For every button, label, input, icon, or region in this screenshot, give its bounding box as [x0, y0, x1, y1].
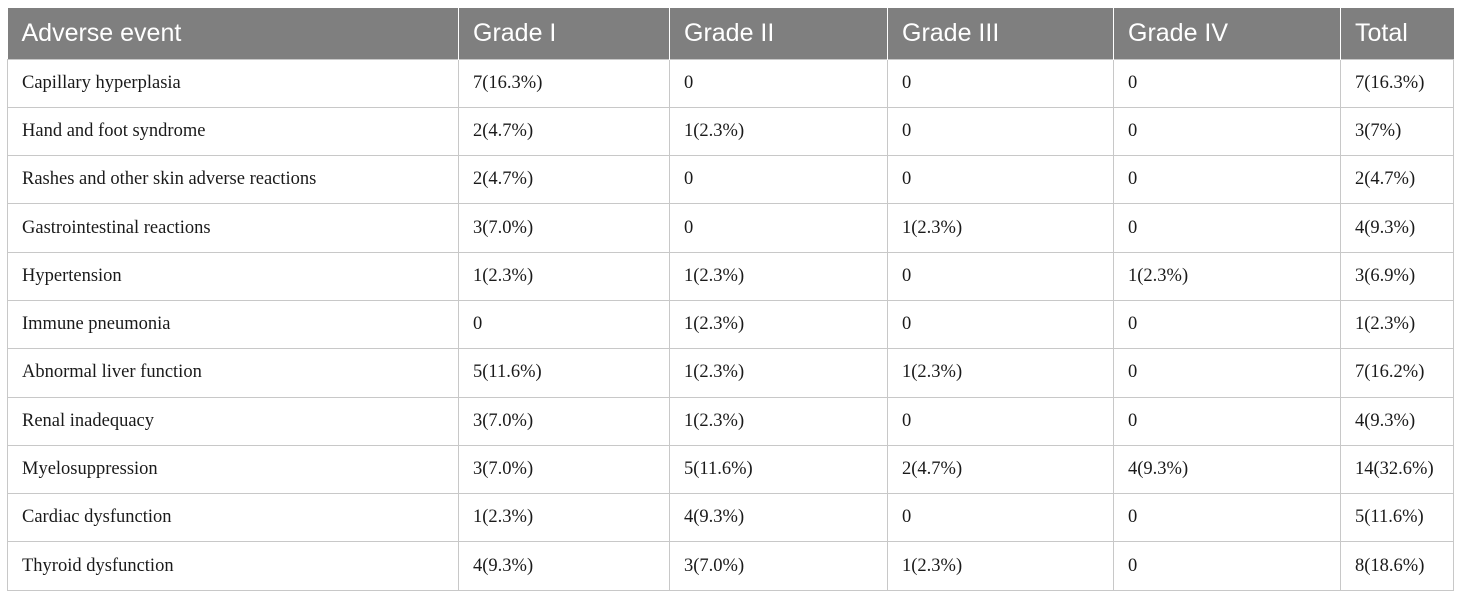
- header-adverse-event: Adverse event: [21, 18, 182, 47]
- cell-grade-4: 0: [1113, 58, 1341, 108]
- cell-total: 5(11.6%): [1340, 493, 1454, 543]
- cell-grade-1: 1(2.3%): [458, 251, 670, 301]
- cell-grade-3: 0: [887, 155, 1114, 205]
- cell-adverse-event: Capillary hyperplasia: [7, 58, 459, 108]
- cell-grade-4: 1(2.3%): [1113, 251, 1341, 301]
- cell-adverse-event: Renal inadequacy: [7, 396, 459, 446]
- table-row: Hand and foot syndrome 2(4.7%) 1(2.3%) 0…: [7, 106, 1454, 157]
- cell-total: 4(9.3%): [1340, 396, 1454, 446]
- cell-adverse-event: Cardiac dysfunction: [7, 493, 459, 543]
- header-total: Total: [1340, 8, 1454, 59]
- header-grade-1: Grade I: [458, 8, 670, 59]
- cell-grade-4: 0: [1113, 348, 1341, 398]
- adverse-events-table: Adverse event Grade I Grade II Grade III…: [7, 8, 1454, 591]
- cell-total: 1(2.3%): [1340, 299, 1454, 350]
- cell-grade-1: 3(7.0%): [458, 203, 670, 253]
- cell-grade-2: 5(11.6%): [669, 444, 888, 495]
- cell-grade-4: 0: [1113, 299, 1341, 350]
- cell-adverse-event: Gastrointestinal reactions: [7, 203, 459, 253]
- cell-adverse-event: Hand and foot syndrome: [7, 106, 459, 157]
- adverse-events-table-container: Adverse event Grade I Grade II Grade III…: [7, 8, 1454, 591]
- cell-grade-3: 0: [887, 251, 1114, 301]
- cell-grade-2: 0: [669, 58, 888, 108]
- header-grade-4: Grade IV: [1113, 8, 1341, 59]
- cell-total: 7(16.2%): [1340, 348, 1454, 398]
- cell-grade-3: 0: [887, 58, 1114, 108]
- cell-grade-3: 1(2.3%): [887, 203, 1114, 253]
- cell-grade-3: 0: [887, 396, 1114, 446]
- table-row: Immune pneumonia 0 1(2.3%) 0 0 1(2.3%): [7, 299, 1454, 350]
- cell-adverse-event: Abnormal liver function: [7, 348, 459, 398]
- cell-total: 14(32.6%): [1340, 444, 1454, 495]
- table-header-row: Adverse event Grade I Grade II Grade III…: [7, 8, 1454, 59]
- table-row: Myelosuppression 3(7.0%) 5(11.6%) 2(4.7%…: [7, 444, 1454, 495]
- cell-adverse-event: Immune pneumonia: [7, 299, 459, 350]
- cell-grade-4: 4(9.3%): [1113, 444, 1341, 495]
- cell-grade-1: 5(11.6%): [458, 348, 670, 398]
- cell-adverse-event: Myelosuppression: [7, 444, 459, 495]
- cell-grade-1: 0: [458, 299, 670, 350]
- cell-grade-2: 0: [669, 155, 888, 205]
- table-row: Hypertension 1(2.3%) 1(2.3%) 0 1(2.3%) 3…: [7, 251, 1454, 301]
- cell-grade-3: 1(2.3%): [887, 541, 1114, 591]
- cell-total: 3(7%): [1340, 106, 1454, 157]
- cell-total: 2(4.7%): [1340, 155, 1454, 205]
- cell-grade-4: 0: [1113, 155, 1341, 205]
- cell-grade-2: 3(7.0%): [669, 541, 888, 591]
- cell-grade-4: 0: [1113, 203, 1341, 253]
- cell-grade-1: 3(7.0%): [458, 396, 670, 446]
- cell-grade-1: 2(4.7%): [458, 106, 670, 157]
- cell-grade-4: 0: [1113, 493, 1341, 543]
- cell-grade-1: 7(16.3%): [458, 58, 670, 108]
- table-row: Rashes and other skin adverse reactions …: [7, 155, 1454, 205]
- cell-grade-1: 2(4.7%): [458, 155, 670, 205]
- table-row: Thyroid dysfunction 4(9.3%) 3(7.0%) 1(2.…: [7, 541, 1454, 591]
- cell-grade-2: 1(2.3%): [669, 106, 888, 157]
- cell-grade-3: 2(4.7%): [887, 444, 1114, 495]
- cell-adverse-event: Thyroid dysfunction: [7, 541, 459, 591]
- table-row: Renal inadequacy 3(7.0%) 1(2.3%) 0 0 4(9…: [7, 396, 1454, 446]
- cell-grade-2: 1(2.3%): [669, 348, 888, 398]
- cell-grade-1: 3(7.0%): [458, 444, 670, 495]
- cell-grade-2: 1(2.3%): [669, 299, 888, 350]
- table-row: Capillary hyperplasia 7(16.3%) 0 0 0 7(1…: [7, 58, 1454, 108]
- cell-adverse-event: Rashes and other skin adverse reactions: [7, 155, 459, 205]
- cell-grade-2: 1(2.3%): [669, 396, 888, 446]
- cell-grade-3: 0: [887, 106, 1114, 157]
- cell-grade-2: 0: [669, 203, 888, 253]
- cell-grade-1: 4(9.3%): [458, 541, 670, 591]
- table-row: Abnormal liver function 5(11.6%) 1(2.3%)…: [7, 348, 1454, 398]
- cell-grade-2: 1(2.3%): [669, 251, 888, 301]
- cell-grade-4: 0: [1113, 106, 1341, 157]
- cell-grade-1: 1(2.3%): [458, 493, 670, 543]
- cell-total: 4(9.3%): [1340, 203, 1454, 253]
- cell-grade-3: 0: [887, 299, 1114, 350]
- header-grade-2: Grade II: [669, 8, 888, 59]
- cell-grade-4: 0: [1113, 396, 1341, 446]
- table-row: Cardiac dysfunction 1(2.3%) 4(9.3%) 0 0 …: [7, 493, 1454, 543]
- table-row: Gastrointestinal reactions 3(7.0%) 0 1(2…: [7, 203, 1454, 253]
- cell-grade-3: 0: [887, 493, 1114, 543]
- cell-grade-4: 0: [1113, 541, 1341, 591]
- cell-total: 8(18.6%): [1340, 541, 1454, 591]
- cell-total: 3(6.9%): [1340, 251, 1454, 301]
- header-grade-3: Grade III: [887, 8, 1114, 59]
- cell-grade-3: 1(2.3%): [887, 348, 1114, 398]
- cell-adverse-event: Hypertension: [7, 251, 459, 301]
- cell-total: 7(16.3%): [1340, 58, 1454, 108]
- cell-grade-2: 4(9.3%): [669, 493, 888, 543]
